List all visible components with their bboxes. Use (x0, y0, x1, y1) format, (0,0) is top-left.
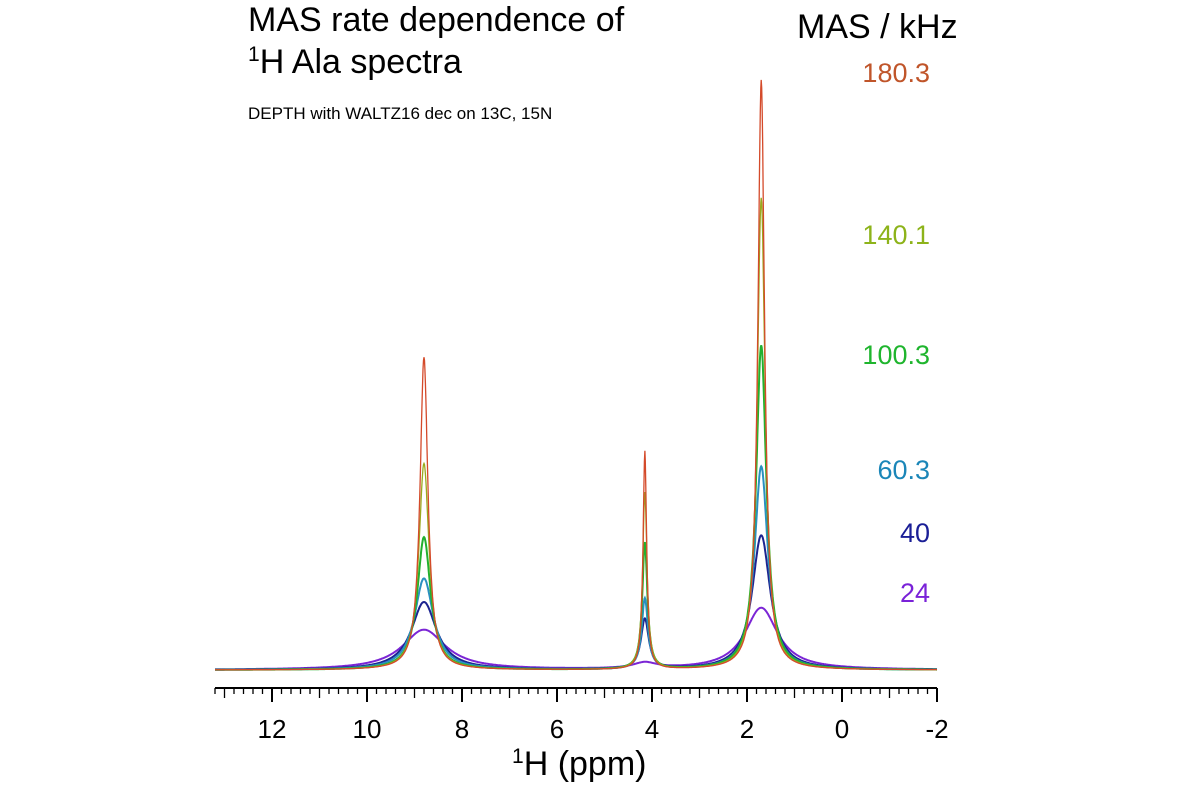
x-tick-label: 12 (258, 714, 287, 744)
series-line-40 (215, 534, 937, 671)
chart-title-line1: MAS rate dependence of (248, 1, 625, 39)
legend-entry-24: 24 (899, 578, 930, 608)
x-tick-label: 8 (455, 714, 469, 744)
chart-title-line2: 1H Ala spectra (248, 42, 462, 82)
x-tick-label: 0 (835, 714, 849, 744)
legend-entry-180.3: 180.3 (862, 58, 930, 88)
x-tick-label: -2 (925, 714, 948, 744)
legend-entry-140.1: 140.1 (862, 220, 930, 250)
chart-subtitle: DEPTH with WALTZ16 dec on 13C, 15N (248, 104, 553, 123)
series-line-140.1 (215, 197, 937, 671)
series-line-100.3 (215, 345, 937, 671)
legend-entry-100.3: 100.3 (862, 340, 930, 370)
x-tick-label: 6 (550, 714, 564, 744)
x-tick-label: 2 (740, 714, 754, 744)
x-tick-label: 4 (645, 714, 659, 744)
spectra-traces (215, 79, 938, 671)
x-tick-label: 10 (353, 714, 382, 744)
series-line-24 (215, 606, 937, 671)
x-axis: 12 10 8 6 4 2 0 -2 (214, 687, 949, 744)
legend-entry-60.3: 60.3 (877, 455, 930, 485)
series-line-60.3 (215, 464, 937, 671)
x-axis-label-superscript: 1 (512, 745, 524, 768)
legend-entry-40: 40 (899, 518, 930, 548)
x-axis-label: 1H (ppm) (512, 745, 646, 784)
title-superscript: 1 (248, 43, 260, 66)
x-axis-label-text: H (ppm) (523, 745, 647, 783)
legend-title: MAS / kHz (797, 8, 958, 46)
title-line2-text: H Ala spectra (259, 43, 462, 81)
series-line-180.3 (215, 79, 938, 671)
